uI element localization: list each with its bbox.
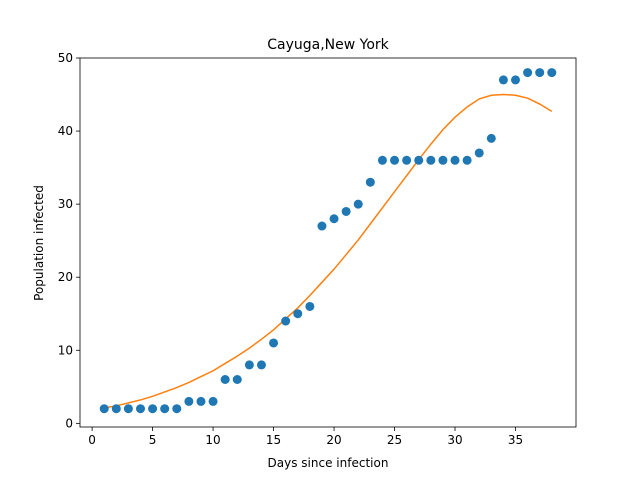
data-point	[244, 360, 254, 370]
data-point	[135, 404, 145, 414]
data-point	[269, 338, 279, 348]
data-point	[172, 404, 182, 414]
data-point	[293, 309, 303, 319]
data-point	[99, 404, 109, 414]
plot-frame	[79, 57, 577, 428]
data-point	[317, 221, 327, 231]
data-point	[523, 68, 533, 78]
data-point	[547, 68, 557, 78]
data-point	[462, 155, 472, 165]
x-tick-label: 10	[205, 433, 220, 447]
data-point	[184, 396, 194, 406]
axes: 0 5 10 15 20 25 30 35 0 10 20 30 40 50	[58, 51, 523, 447]
y-tick-label: 20	[58, 270, 73, 284]
data-point	[426, 155, 436, 165]
data-point	[232, 375, 242, 384]
data-point	[402, 155, 412, 165]
x-axis-label: Days since infection	[268, 456, 389, 470]
x-tick-label: 20	[326, 433, 341, 447]
y-axis-label: Population infected	[32, 185, 46, 301]
data-point	[220, 375, 230, 384]
data-point	[281, 316, 291, 326]
data-point	[511, 75, 521, 85]
data-point	[123, 404, 133, 414]
data-point	[498, 75, 508, 85]
data-point	[438, 155, 448, 165]
data-point	[414, 155, 424, 165]
y-tick-label: 0	[65, 416, 73, 430]
fit-curve-line	[104, 93, 553, 409]
data-point	[341, 206, 351, 216]
chart-title: Cayuga,New York	[267, 37, 389, 53]
data-point	[535, 68, 545, 78]
data-point	[329, 214, 339, 224]
data-point	[390, 155, 400, 165]
data-point	[160, 404, 170, 414]
x-tick-label: 15	[266, 433, 281, 447]
data-point	[365, 177, 375, 187]
x-tick-label: 35	[508, 433, 523, 447]
data-point	[196, 396, 206, 406]
data-point	[208, 396, 218, 406]
data-point	[353, 199, 363, 209]
x-tick-label: 5	[149, 433, 157, 447]
data-point	[305, 301, 315, 311]
x-tick-label: 0	[88, 433, 96, 447]
data-point	[474, 148, 484, 158]
plot-area-border	[79, 57, 577, 428]
data-point	[450, 155, 460, 165]
x-tick-label: 30	[447, 433, 462, 447]
y-tick-label: 50	[58, 51, 73, 65]
y-tick-label: 40	[58, 124, 73, 138]
data-point	[256, 360, 266, 370]
x-tick-label: 25	[387, 433, 402, 447]
data-point	[377, 155, 387, 165]
data-point	[148, 404, 158, 414]
data-point	[111, 404, 121, 414]
y-tick-label: 30	[58, 197, 73, 211]
plot-series	[99, 68, 557, 414]
y-tick-label: 10	[58, 343, 73, 357]
data-point	[486, 133, 496, 143]
